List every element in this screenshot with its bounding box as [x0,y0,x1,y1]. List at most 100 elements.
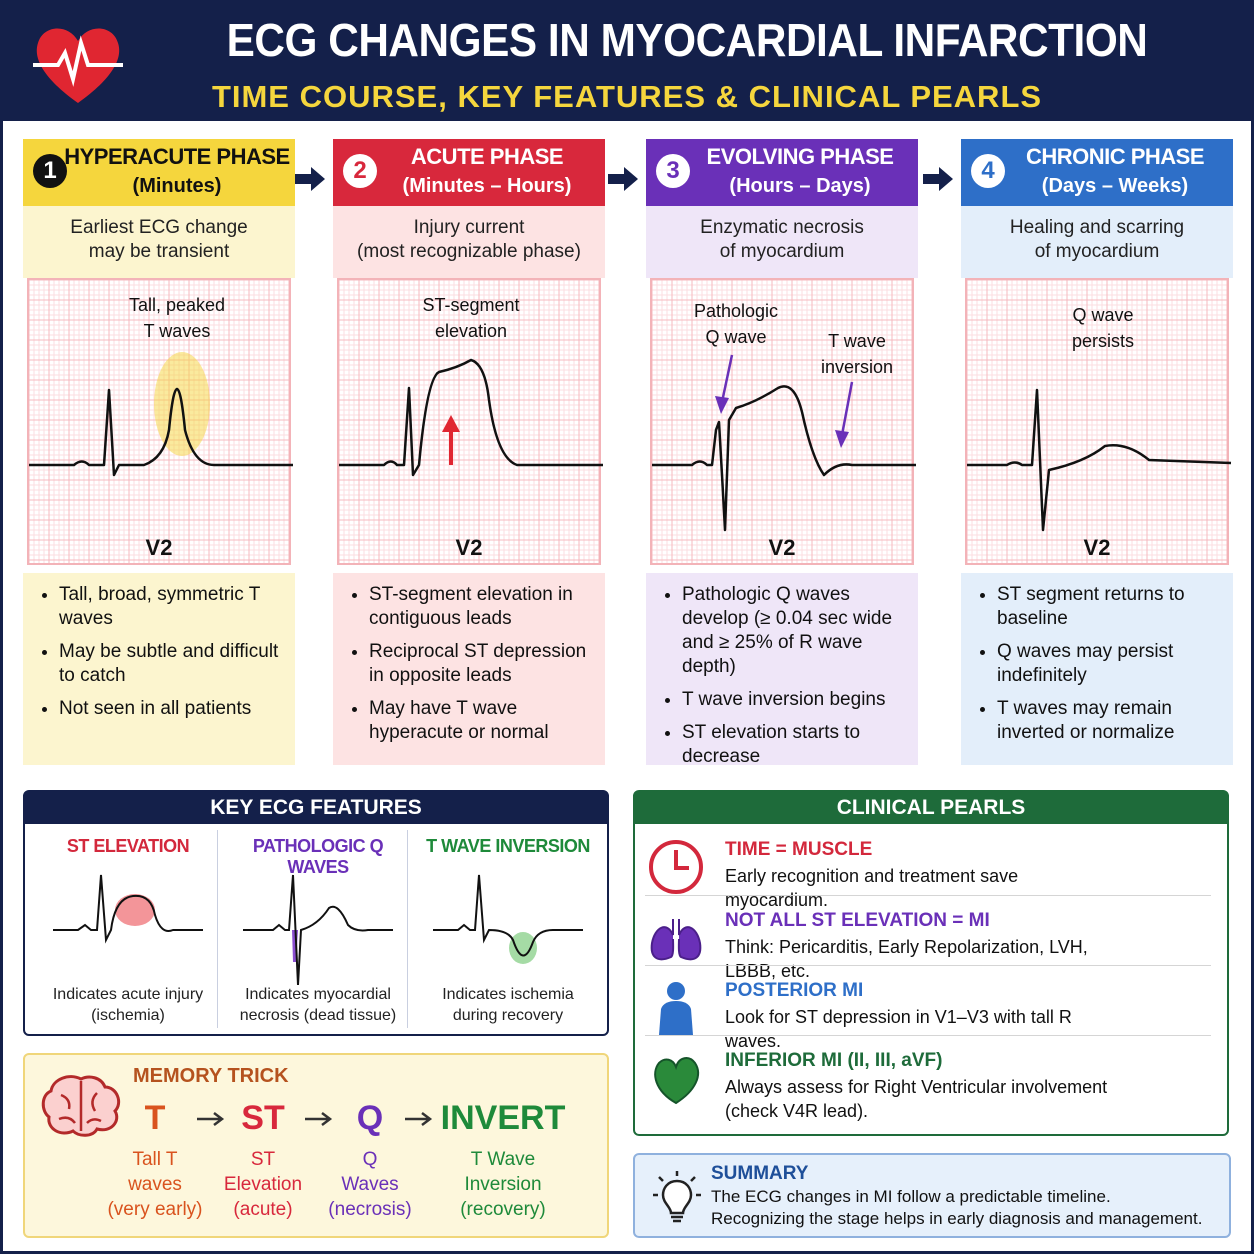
bullet: ST elevation starts to decrease [682,721,908,769]
phase-title: CHRONIC PHASE [1025,144,1205,169]
arrow-shape [295,167,325,191]
description-line: Injury current [413,217,525,238]
grid [967,280,1227,563]
caption-line: (very early) [107,1199,203,1220]
ecg-trace [967,388,1232,532]
arrow-shape [404,1112,432,1126]
bullet: May be subtle and difficult to catch [59,640,285,688]
annotation-line: T waves [143,321,211,341]
feature-caption: Indicates myocardial necrosis (dead tissu… [223,984,413,1026]
feature-title: PATHOLOGIC Q WAVES [252,836,384,877]
phase-number: 4 [971,154,1005,188]
pearl-icon [649,840,703,894]
caption-line: ST [250,1149,276,1170]
phase-arrow [923,167,953,191]
feature-caption: Indicates acute injury (ischemia) [33,984,223,1026]
title: ECG CHANGES IN MYOCARDIAL INFARCTION [226,14,1148,66]
caption-line: waves [128,1174,182,1195]
bulb-rays [653,1171,701,1197]
brain-icon [41,1075,121,1137]
trick-caption: ST Elevation (acute) [193,1147,333,1222]
section-title: KEY ECG FEATURES [25,792,607,824]
ecg-strip [652,280,916,563]
phase-header: 1 HYPERACUTE PHASE (Minutes) [23,139,295,206]
ecg-box: Pathologic Q wave T wave inversion V2 [650,278,916,565]
caption-line: during recovery [452,1007,564,1024]
person-body [659,1001,693,1035]
summary-line: The ECG changes in MI follow a predictab… [711,1187,1111,1206]
ecg-strip [339,280,603,563]
section-title: MEMORY TRICK [133,1065,289,1087]
caption-line: (recovery) [460,1199,546,1220]
phase-time: (Days – Weeks) [1041,175,1189,197]
description-line: (most recognizable phase) [357,241,581,262]
phase-description: Healing and scarring of myocardium [961,206,1233,278]
trick-letter: INVERT [440,1099,566,1137]
pearl-icon [659,982,693,1035]
ecg-strip [967,280,1232,563]
ecg-box: ST-segment elevation V2 [337,278,603,565]
arrow-shape [304,1112,332,1126]
bullet: ST segment returns to baseline [997,583,1223,631]
bullet-list: Pathologic Q waves develop (≥ 0.04 sec w… [656,583,908,769]
description-line: Earliest ECG change [70,217,248,238]
arrow-shape [608,167,638,191]
trick-caption: T Wave Inversion (recovery) [433,1147,573,1222]
caption-line: T Wave [470,1149,536,1170]
divider [645,895,1211,896]
trick-caption: Q Waves (necrosis) [300,1147,440,1222]
lead-label: V2 [145,535,173,560]
pearl-icon [650,919,702,961]
bullet: ST-segment elevation in contiguous leads [369,583,595,631]
caption-line: Elevation [223,1174,303,1195]
caption-line: Indicates ischemia [442,986,574,1003]
phase-bullets: Tall, broad, symmetric T waves May be sub… [23,573,295,765]
phase-number: 1 [33,154,67,188]
pearl-heading: POSTERIOR MI [725,980,864,1001]
ecg-box: Tall, peaked T waves V2 [27,278,293,565]
bullet: T wave inversion begins [682,688,908,712]
caption-line: Indicates myocardial [245,986,391,1003]
ecg-strip [29,280,293,563]
trick-arrow [197,1112,225,1126]
pearl-text: Early recognition and treatment save myo… [725,866,1019,910]
pearl-heading: TIME = MUSCLE [725,839,873,860]
annotation-line: ST-segment [422,295,520,315]
phase-header: 4 CHRONIC PHASE (Days – Weeks) [961,139,1233,206]
annotation-line: Q wave [1072,305,1134,325]
bulb-icon [653,1171,701,1223]
trick-arrow [304,1112,332,1126]
lungs [650,919,702,961]
ecg-trace [652,385,916,532]
bullet: May have T wave hyperacute or normal [369,697,595,745]
clinical-pearls: CLINICAL PEARLS TIME = MUSCLE Early recogn… [633,790,1229,1136]
divider [217,830,218,1028]
phase-description: Enzymatic necrosis of myocardium [646,206,918,278]
pearl-text: Always assess for Right Ventricular invo… [725,1077,1108,1121]
divider [407,830,408,1028]
bullet: Tall, broad, symmetric T waves [59,583,285,631]
description-line: Enzymatic necrosis [700,217,864,238]
feature-ecg [243,874,393,986]
divider [645,1035,1211,1036]
highlight [509,932,537,964]
description-line: of myocardium [719,241,845,262]
bullet-list: Tall, broad, symmetric T waves May be sub… [33,583,285,721]
ecg-annotation: Pathologic Q wave [656,298,816,350]
ecg-annotation: Q wave persists [1023,302,1183,354]
lead-label: V2 [1083,535,1111,560]
ecg-annotation: ST-segment elevation [391,292,551,344]
annotation-line: Tall, peaked [128,295,226,315]
phase-time: (Minutes – Hours) [402,175,572,197]
phase-arrow [295,167,325,191]
pearl-text: Look for ST depression in V1–V3 with tal… [725,1007,1072,1051]
caption-line: (acute) [233,1199,293,1220]
grid [652,280,912,563]
ecg-annotation: T wave inversion [777,328,937,380]
description-line: of myocardium [1034,241,1160,262]
trick-letter: T [144,1099,166,1137]
section-title: CLINICAL PEARLS [635,792,1227,824]
section-title: SUMMARY [711,1163,809,1184]
